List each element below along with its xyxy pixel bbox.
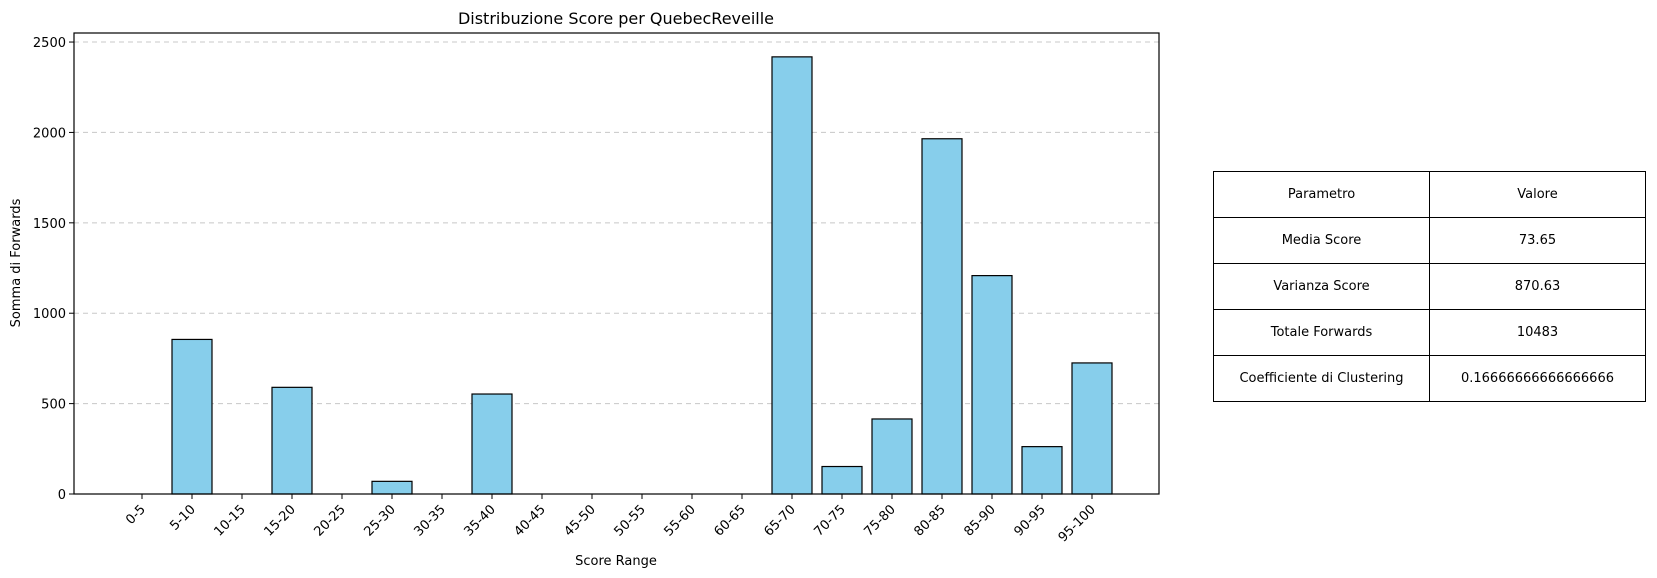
x-tick-label: 15-20 [262, 502, 299, 539]
bar [921, 138, 963, 495]
table-cell: 10483 [1429, 309, 1646, 356]
table-cell: Media Score [1213, 217, 1430, 264]
bars [171, 56, 1113, 495]
x-tick-label: 60-65 [712, 502, 749, 539]
bar [371, 480, 413, 495]
table-row: Coefficiente di Clustering 0.16666666666… [1213, 355, 1646, 402]
x-tick-label: 90-95 [1012, 502, 1049, 539]
x-axis-label: Score Range [575, 554, 657, 569]
x-tick-label: 50-55 [612, 502, 649, 539]
table-cell: 0.16666666666666666 [1429, 355, 1646, 402]
x-tick-label: 55-60 [662, 502, 699, 539]
y-tick-label: 1000 [33, 307, 66, 322]
bar [271, 386, 313, 495]
x-tick-label: 80-85 [912, 502, 949, 539]
x-tick-label: 0-5 [123, 502, 149, 528]
bar [871, 418, 913, 495]
table-header-cell: Parametro [1213, 171, 1430, 218]
table-header-row: Parametro Valore [1213, 171, 1646, 218]
chart-title: Distribuzione Score per QuebecReveille [458, 9, 774, 28]
table-row: Totale Forwards 10483 [1213, 309, 1646, 356]
y-tick-label: 1500 [33, 217, 66, 232]
table-cell: Varianza Score [1213, 263, 1430, 310]
bar [471, 393, 513, 495]
stats-table: Parametro Valore Media Score 73.65 Varia… [1213, 171, 1646, 402]
x-tick-label: 45-50 [562, 502, 599, 539]
bar [171, 338, 213, 495]
bar [771, 56, 813, 495]
plot-frame [73, 32, 1160, 495]
y-tick-label: 2500 [33, 36, 66, 51]
bar [971, 275, 1013, 495]
x-tick-label: 5-10 [167, 502, 198, 533]
table-header-cell: Valore [1429, 171, 1646, 218]
x-tick-label: 75-80 [862, 502, 899, 539]
x-tick-label: 25-30 [362, 502, 399, 539]
bar [821, 465, 863, 495]
table-cell: 73.65 [1429, 217, 1646, 264]
x-tick-label: 35-40 [462, 502, 499, 539]
x-tick-label: 95-100 [1056, 502, 1099, 545]
x-tick-label: 20-25 [312, 502, 349, 539]
x-tick-label: 65-70 [762, 502, 799, 539]
bar [1071, 362, 1113, 495]
table-cell: 870.63 [1429, 263, 1646, 310]
bar [1021, 446, 1063, 495]
table-cell: Coefficiente di Clustering [1213, 355, 1430, 402]
x-tick-label: 30-35 [412, 502, 449, 539]
table-cell: Totale Forwards [1213, 309, 1430, 356]
y-axis-label: Somma di Forwards [9, 198, 24, 327]
x-tick-label: 40-45 [512, 502, 549, 539]
y-tick-label: 0 [58, 488, 66, 503]
table-row: Varianza Score 870.63 [1213, 263, 1646, 310]
y-tick-label: 500 [41, 398, 66, 413]
x-tick-label: 70-75 [812, 502, 849, 539]
table-row: Media Score 73.65 [1213, 217, 1646, 264]
y-tick-label: 2000 [33, 126, 66, 141]
x-tick-label: 85-90 [962, 502, 999, 539]
x-tick-label: 10-15 [212, 502, 249, 539]
